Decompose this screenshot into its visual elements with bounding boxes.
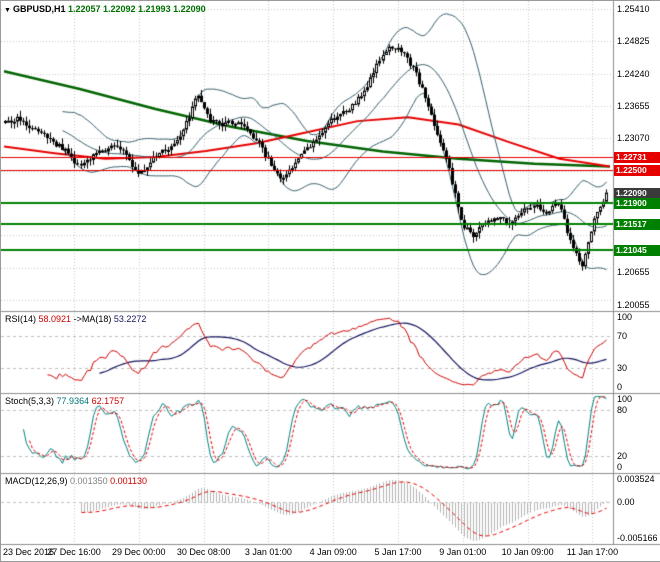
symbol-timeframe-label: GBPUSD,H1: [12, 4, 66, 14]
rsi-scale-label: 0: [617, 382, 623, 392]
symbol-dropdown-icon[interactable]: ▼: [4, 7, 11, 14]
date-label: 10 Jan 09:00: [501, 547, 554, 557]
stoch-d-value: 62.1757: [91, 396, 125, 406]
rsi-scale-label: 30: [617, 362, 628, 373]
price-level-tag: 1.21517: [614, 219, 660, 230]
stoch-scale-label: 0: [617, 462, 623, 472]
ohlc-quote: 1.22057 1.22092 1.21993 1.22090: [67, 4, 206, 14]
date-label: 4 Jan 09:00: [309, 547, 357, 557]
stoch-scale-label: 20: [617, 450, 628, 461]
chart-header: ▼ GBPUSD,H1 1.22057 1.22092 1.21993 1.220…: [4, 4, 206, 14]
date-label: 11 Jan 17:00: [566, 547, 619, 557]
rsi-scale-label: 70: [617, 331, 628, 342]
rsi-name: RSI(14): [5, 314, 37, 324]
stoch-name: Stoch(5,3,3): [5, 396, 55, 406]
price-axis-label: 1.23070: [617, 133, 650, 144]
price-level-tag: 1.21900: [614, 198, 660, 209]
macd-value: 0.001350: [70, 476, 108, 486]
price-level-tag: 1.22500: [614, 165, 660, 176]
stoch-scale-label: 80: [617, 405, 628, 416]
price-axis-label: 1.25410: [617, 3, 650, 14]
macd-indicator-label: MACD(12,26,9) 0.001350 0.001130: [5, 476, 147, 486]
stoch-k-value: 77.9364: [56, 396, 90, 406]
date-label: 27 Dec 16:00: [47, 547, 101, 557]
stoch-indicator-label: Stoch(5,3,3) 77.9364 62.1757: [5, 396, 124, 406]
date-label: 5 Jan 17:00: [374, 547, 422, 557]
date-label: 30 Dec 08:00: [176, 547, 231, 557]
price-axis-label: 1.24240: [617, 68, 650, 79]
rsi-indicator-label: RSI(14) 58.0921 ->MA(18) 53.2272: [5, 314, 146, 324]
date-label: 23 Dec 2016: [3, 547, 55, 557]
macd-scale-label: 0.00: [617, 497, 635, 508]
price-axis-label: 1.20055: [617, 300, 650, 310]
price-level-tag: 1.21045: [614, 245, 660, 256]
date-label: 3 Jan 01:00: [244, 547, 292, 557]
price-level-tag: 1.22090: [614, 188, 660, 199]
macd-name: MACD(12,26,9): [5, 476, 68, 486]
rsi-ma-name: ->MA(18): [73, 314, 112, 324]
stoch-scale-label: 100: [617, 394, 633, 404]
macd-scale-label: -0.005166: [617, 533, 658, 543]
rsi-value: 58.0921: [38, 314, 72, 324]
price-axis-label: 1.23655: [617, 100, 650, 111]
price-level-tag: 1.22731: [614, 152, 660, 163]
macd-scale-label: 0.003524: [617, 474, 655, 484]
rsi-scale-label: 100: [617, 312, 633, 322]
rsi-ma-value: 53.2272: [113, 314, 147, 324]
date-label: 29 Dec 00:00: [112, 547, 166, 557]
date-label: 9 Jan 01:00: [439, 547, 487, 557]
price-axis-label: 1.20655: [617, 266, 650, 277]
price-axis-label: 1.24825: [617, 36, 650, 47]
macd-signal-value: 0.001130: [110, 476, 147, 486]
